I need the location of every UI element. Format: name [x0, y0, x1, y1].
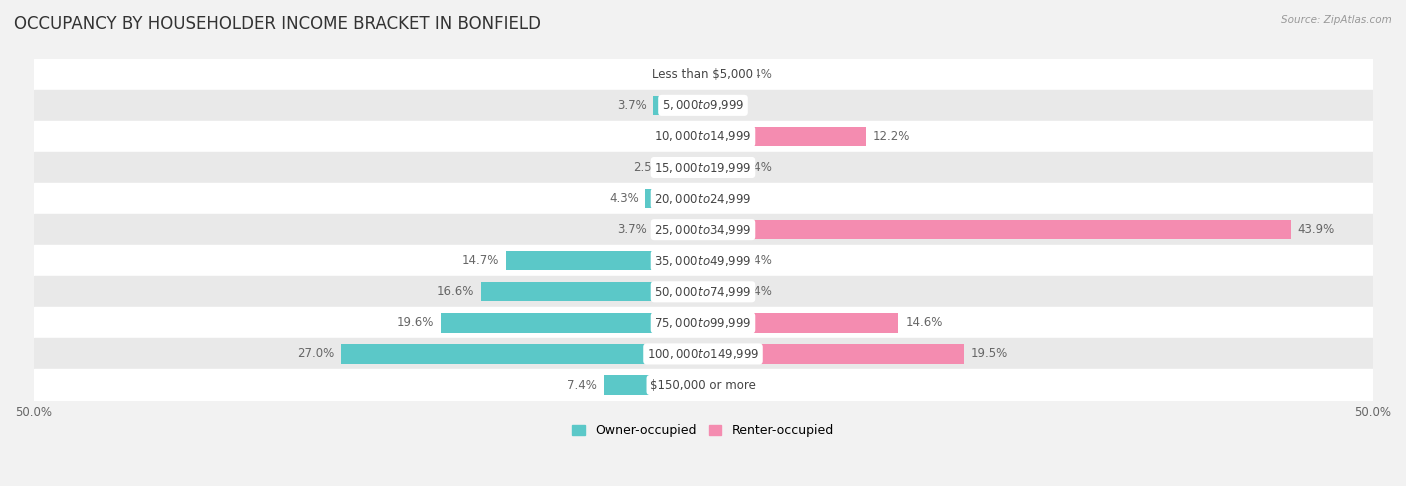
Text: 12.2%: 12.2% — [873, 130, 911, 143]
Bar — [34, 152, 1372, 183]
Text: $5,000 to $9,999: $5,000 to $9,999 — [662, 98, 744, 112]
Text: $10,000 to $14,999: $10,000 to $14,999 — [654, 129, 752, 143]
Bar — [703, 282, 735, 301]
Bar — [654, 96, 703, 115]
Text: 3.7%: 3.7% — [617, 99, 647, 112]
Text: $75,000 to $99,999: $75,000 to $99,999 — [654, 316, 752, 330]
Text: 7.4%: 7.4% — [568, 379, 598, 392]
Bar — [645, 189, 703, 208]
Text: 0.61%: 0.61% — [651, 130, 688, 143]
Bar — [703, 158, 735, 177]
Bar — [703, 251, 735, 270]
Text: $25,000 to $34,999: $25,000 to $34,999 — [654, 223, 752, 237]
Text: $20,000 to $24,999: $20,000 to $24,999 — [654, 191, 752, 206]
Text: 27.0%: 27.0% — [298, 347, 335, 361]
Bar — [34, 214, 1372, 245]
Bar — [34, 276, 1372, 307]
Bar — [669, 158, 703, 177]
Text: 4.3%: 4.3% — [609, 192, 638, 205]
Text: 19.5%: 19.5% — [970, 347, 1008, 361]
Text: 0.0%: 0.0% — [710, 192, 740, 205]
Text: 14.7%: 14.7% — [463, 254, 499, 267]
Legend: Owner-occupied, Renter-occupied: Owner-occupied, Renter-occupied — [568, 419, 838, 442]
Text: $15,000 to $19,999: $15,000 to $19,999 — [654, 160, 752, 174]
Bar — [34, 121, 1372, 152]
Bar — [703, 65, 735, 84]
Bar — [703, 127, 866, 146]
Text: 16.6%: 16.6% — [437, 285, 474, 298]
Text: 0.0%: 0.0% — [666, 68, 696, 81]
Bar — [440, 313, 703, 332]
Text: 0.0%: 0.0% — [710, 379, 740, 392]
Text: 0.0%: 0.0% — [710, 99, 740, 112]
Bar — [654, 220, 703, 239]
Text: Source: ZipAtlas.com: Source: ZipAtlas.com — [1281, 15, 1392, 25]
Text: Less than $5,000: Less than $5,000 — [652, 68, 754, 81]
Text: 2.4%: 2.4% — [742, 254, 772, 267]
Bar — [703, 313, 898, 332]
Text: $50,000 to $74,999: $50,000 to $74,999 — [654, 285, 752, 299]
Text: $35,000 to $49,999: $35,000 to $49,999 — [654, 254, 752, 268]
Text: 2.5%: 2.5% — [633, 161, 662, 174]
Text: 2.4%: 2.4% — [742, 285, 772, 298]
Text: $100,000 to $149,999: $100,000 to $149,999 — [647, 347, 759, 361]
Bar — [34, 59, 1372, 90]
Bar — [34, 338, 1372, 369]
Text: $150,000 or more: $150,000 or more — [650, 379, 756, 392]
Text: 19.6%: 19.6% — [396, 316, 434, 330]
Bar — [703, 344, 965, 364]
Text: OCCUPANCY BY HOUSEHOLDER INCOME BRACKET IN BONFIELD: OCCUPANCY BY HOUSEHOLDER INCOME BRACKET … — [14, 15, 541, 33]
Bar — [34, 245, 1372, 276]
Text: 14.6%: 14.6% — [905, 316, 942, 330]
Bar — [342, 344, 703, 364]
Bar — [695, 127, 703, 146]
Text: 43.9%: 43.9% — [1298, 223, 1334, 236]
Bar — [703, 220, 1291, 239]
Bar — [605, 375, 703, 395]
Bar — [481, 282, 703, 301]
Text: 2.4%: 2.4% — [742, 68, 772, 81]
Bar — [34, 183, 1372, 214]
Bar — [34, 90, 1372, 121]
Bar — [506, 251, 703, 270]
Bar — [34, 369, 1372, 400]
Text: 2.4%: 2.4% — [742, 161, 772, 174]
Text: 3.7%: 3.7% — [617, 223, 647, 236]
Bar — [34, 307, 1372, 338]
